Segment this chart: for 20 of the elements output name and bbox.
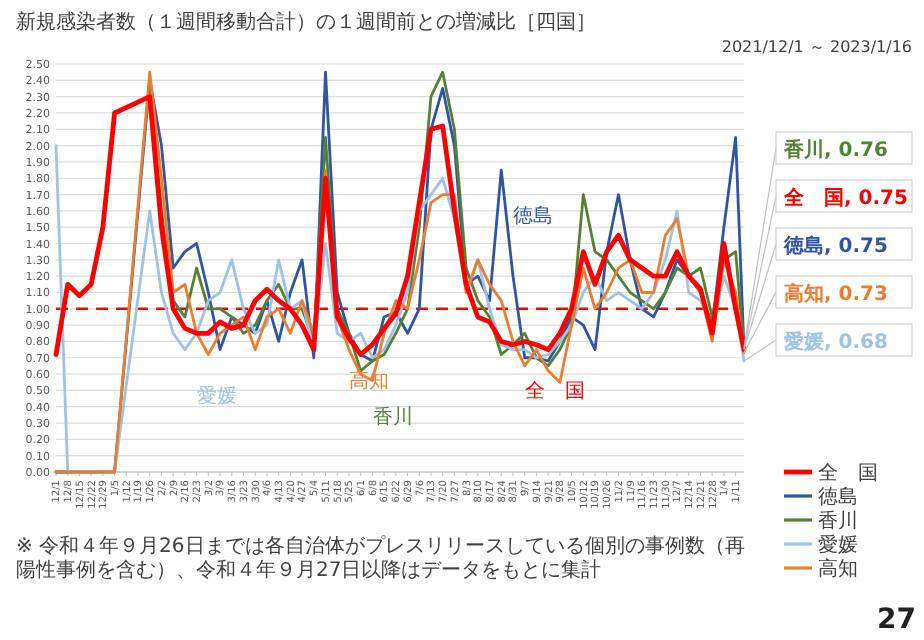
legend-label: 愛媛: [818, 533, 858, 557]
chart-title: 新規感染者数（１週間移動合計）の１週間前との増減比［四国］: [16, 10, 596, 34]
annotation: 香川: [372, 404, 413, 429]
legend-label: 高知: [818, 557, 858, 581]
annotation: 高知, 0.73: [784, 282, 888, 306]
annotation: 全 国, 0.75: [782, 186, 908, 210]
legend-label: 徳島: [818, 485, 858, 509]
legend-label: 香川: [818, 509, 858, 533]
text: 27: [877, 604, 916, 636]
annotation: 愛媛: [196, 383, 237, 408]
legend-label: 全 国: [818, 461, 878, 485]
annotation: 全 国: [524, 378, 585, 403]
annotation: 徳島: [513, 204, 554, 229]
line-series: [53, 94, 747, 357]
text: ※ 令和４年９月26日までは各自治体がプレスリリースしている個別の事例数（再陽性事例を含む）、令和４年９月27日以降はデータをもとに集計: [16, 536, 747, 584]
annotation: 徳島, 0.75: [782, 234, 888, 258]
annotation: 香川, 0.76: [782, 138, 888, 162]
line-series: [54, 144, 746, 474]
text: 2021/12/1 ～ 2023/1/16: [721, 38, 912, 56]
annotation: 愛媛, 0.68: [784, 330, 888, 354]
